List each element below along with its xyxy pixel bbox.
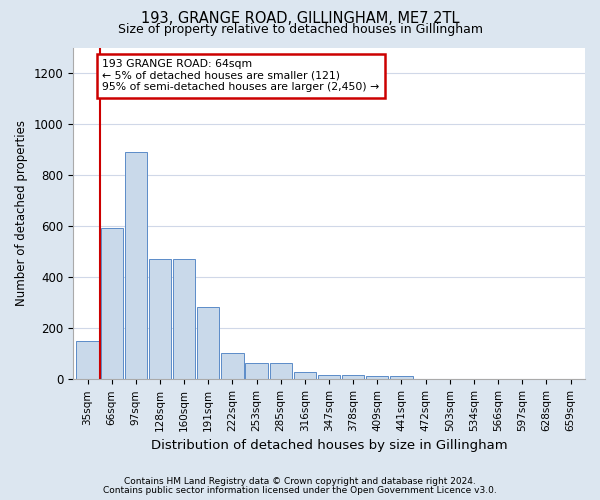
- Text: 193, GRANGE ROAD, GILLINGHAM, ME7 2TL: 193, GRANGE ROAD, GILLINGHAM, ME7 2TL: [141, 11, 459, 26]
- Text: Contains public sector information licensed under the Open Government Licence v3: Contains public sector information licen…: [103, 486, 497, 495]
- Bar: [173, 260, 195, 380]
- X-axis label: Distribution of detached houses by size in Gillingham: Distribution of detached houses by size …: [151, 440, 508, 452]
- Bar: [391, 376, 413, 380]
- Bar: [221, 352, 244, 380]
- Text: 193 GRANGE ROAD: 64sqm
← 5% of detached houses are smaller (121)
95% of semi-det: 193 GRANGE ROAD: 64sqm ← 5% of detached …: [102, 59, 379, 92]
- Bar: [101, 228, 123, 380]
- Text: Size of property relative to detached houses in Gillingham: Size of property relative to detached ho…: [118, 22, 482, 36]
- Bar: [245, 364, 268, 380]
- Text: Contains HM Land Registry data © Crown copyright and database right 2024.: Contains HM Land Registry data © Crown c…: [124, 477, 476, 486]
- Bar: [197, 306, 220, 380]
- Bar: [366, 376, 388, 380]
- Bar: [269, 364, 292, 380]
- Bar: [294, 372, 316, 380]
- Bar: [149, 260, 171, 380]
- Bar: [125, 152, 147, 380]
- Bar: [76, 340, 98, 380]
- Bar: [342, 374, 364, 380]
- Y-axis label: Number of detached properties: Number of detached properties: [15, 120, 28, 306]
- Bar: [318, 374, 340, 380]
